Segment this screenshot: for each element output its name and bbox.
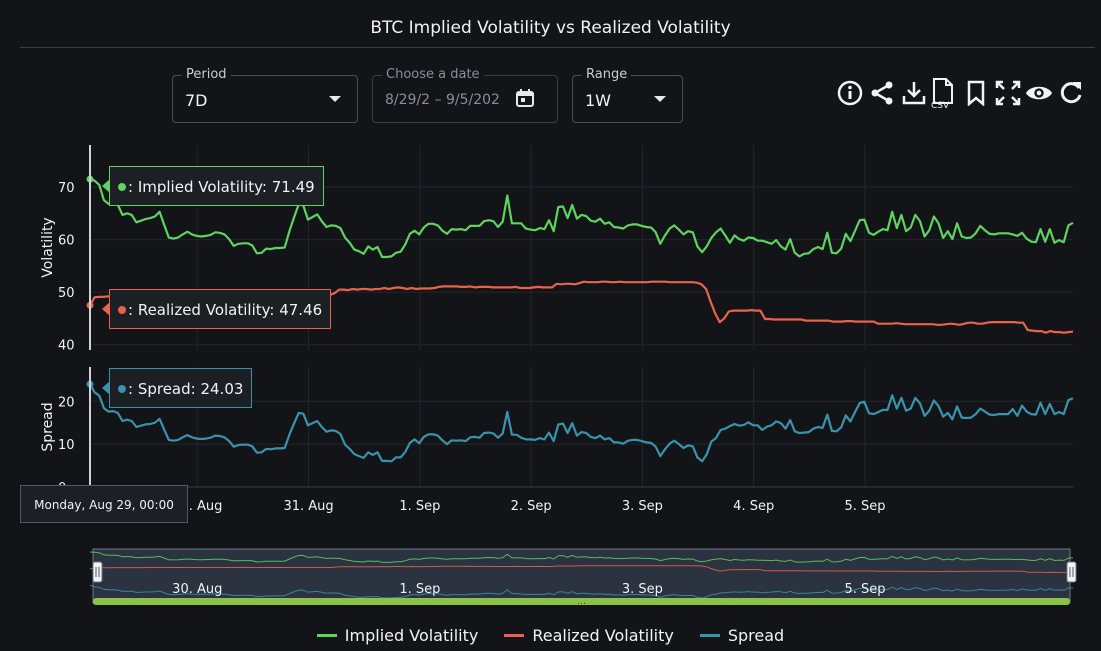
realized-dot-icon (118, 306, 126, 314)
spread-tooltip-text: : Spread: 24.03 (128, 380, 244, 398)
y-tick-label: 50 (58, 286, 75, 301)
date-to: 9/5/202 (445, 92, 500, 108)
date-separator: – (434, 92, 442, 108)
legend-implied-volatility[interactable]: Implied Volatility (316, 626, 479, 645)
x-tick-label: 5. Sep (844, 499, 885, 514)
svg-text:CSV: CSV (931, 101, 950, 109)
x-tick-label: 31. Aug (283, 499, 333, 514)
legend-spread-label: Spread (727, 626, 785, 645)
scrollbar-grip: … (577, 597, 586, 607)
eye-icon[interactable] (1025, 78, 1053, 108)
implied-tooltip-text: : Implied Volatility: 71.49 (128, 178, 315, 196)
refresh-icon[interactable] (1057, 78, 1085, 108)
navigator-tick-label: 30. Aug (172, 582, 222, 597)
y-tick-label: 70 (58, 181, 75, 196)
calendar-icon[interactable] (515, 88, 535, 112)
navigator-series (89, 584, 1074, 599)
date-range-picker[interactable]: Choose a date 8/29/2 – 9/5/202 (372, 67, 558, 123)
range-value: 1W (585, 91, 611, 110)
chart-title: BTC Implied Volatility vs Realized Volat… (370, 18, 731, 38)
implied-swatch-icon (316, 634, 337, 637)
csv-icon[interactable]: CSV (930, 78, 958, 109)
spread-swatch-icon (699, 634, 720, 637)
navigator-series (89, 565, 1073, 574)
navigator-left-handle[interactable] (92, 561, 103, 583)
navigator-right-handle[interactable] (1066, 561, 1077, 583)
navigator-tick-label: 3. Sep (622, 582, 663, 597)
download-icon[interactable] (900, 78, 928, 108)
y-tick-label: 40 (58, 339, 75, 354)
navigator-tick-label: 1. Sep (399, 582, 440, 597)
x-tick-label: 4. Sep (733, 499, 774, 514)
period-select[interactable]: Period 7D (172, 67, 358, 123)
bookmark-icon[interactable] (962, 78, 990, 108)
legend-realized-label: Realized Volatility (532, 626, 674, 645)
navigator-tick-label: 5. Sep (844, 582, 885, 597)
navigator-window (92, 548, 1071, 604)
range-label: Range (582, 67, 632, 82)
spread-dot-icon (118, 385, 126, 393)
x-tick-label: 3. Sep (622, 499, 663, 514)
period-value: 7D (185, 91, 208, 110)
legend-realized-volatility[interactable]: Realized Volatility (504, 626, 674, 645)
period-label: Period (182, 67, 231, 82)
implied-volatility-tooltip: : Implied Volatility: 71.49 (102, 166, 324, 206)
share-icon[interactable] (868, 78, 896, 108)
series-line-implied-volatility (89, 178, 1074, 259)
x-axis-tooltip: Monday, Aug 29, 00:00 (20, 485, 188, 523)
chart-legend: Implied Volatility Realized Volatility S… (0, 626, 1101, 645)
legend-implied-label: Implied Volatility (344, 626, 479, 645)
navigator-series (89, 551, 1074, 563)
y-axis-label: Volatility (40, 217, 56, 277)
realized-tooltip-text: : Realized Volatility: 47.46 (128, 301, 323, 319)
navigator-scrollbar[interactable] (93, 598, 1070, 605)
legend-spread[interactable]: Spread (699, 626, 785, 645)
y-tick-label: 10 (58, 438, 75, 453)
y-axis-label: Spread (40, 402, 56, 451)
info-icon[interactable] (836, 78, 864, 108)
date-label: Choose a date (382, 67, 484, 82)
series-line-spread (89, 383, 1074, 463)
realized-swatch-icon (504, 634, 525, 637)
fullscreen-icon[interactable] (994, 78, 1022, 108)
chevron-down-icon (329, 96, 341, 102)
x-tick-label: 2. Sep (511, 499, 552, 514)
y-tick-label: 60 (58, 234, 75, 249)
y-tick-label: 20 (58, 395, 75, 410)
spread-tooltip: : Spread: 24.03 (101, 368, 253, 408)
implied-dot-icon (118, 183, 126, 191)
date-from: 8/29/2 (385, 92, 431, 108)
range-select[interactable]: Range 1W (572, 67, 683, 123)
date-value: 8/29/2 – 9/5/202 (385, 92, 500, 108)
realized-volatility-tooltip: : Realized Volatility: 47.46 (101, 289, 332, 329)
plot-area-1 (90, 367, 1073, 487)
x-tick-label: 1. Sep (399, 499, 440, 514)
chevron-down-icon (654, 96, 666, 102)
title-divider (20, 47, 1095, 48)
